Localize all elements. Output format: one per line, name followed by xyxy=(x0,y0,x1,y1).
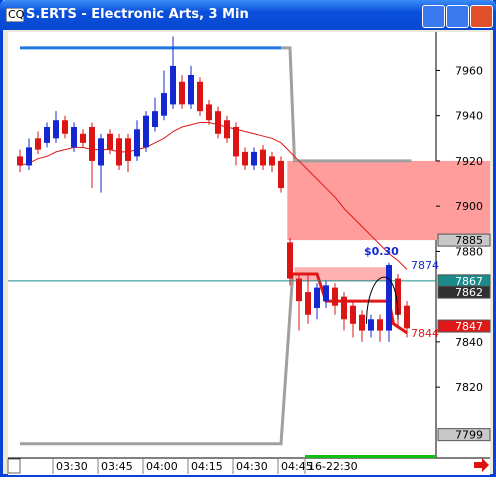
candle-body xyxy=(80,133,86,143)
value-note: 7874 xyxy=(411,259,439,272)
candle-body xyxy=(206,104,212,121)
candle-body xyxy=(197,81,203,112)
close-button[interactable] xyxy=(470,5,493,28)
candle-body xyxy=(89,127,95,161)
candle-body xyxy=(269,156,275,166)
y-tick-label: 7960 xyxy=(455,64,483,77)
overlay-line xyxy=(292,272,408,335)
candle-body xyxy=(395,278,401,315)
x-tick-label: 03:45 xyxy=(101,460,133,473)
candle-body xyxy=(296,278,302,302)
candle-body xyxy=(404,305,410,329)
candle-body xyxy=(224,120,230,139)
price-box xyxy=(437,428,491,442)
y-tick-label: 7900 xyxy=(455,200,483,213)
price-label: 7867 xyxy=(455,275,483,288)
y-tick-label: 7840 xyxy=(455,336,483,349)
maximize-button[interactable] xyxy=(446,5,469,28)
session-bar xyxy=(305,455,436,458)
price-label: 7885 xyxy=(455,234,483,247)
candle-body xyxy=(152,111,158,128)
candle-body xyxy=(260,149,266,166)
price-box xyxy=(437,233,491,247)
candle-body xyxy=(170,65,176,105)
scroll-arrow[interactable] xyxy=(474,458,489,472)
price-label: 7799 xyxy=(455,429,483,442)
candle-body xyxy=(26,147,32,166)
x-tick-label: 04:00 xyxy=(146,460,178,473)
title-bar: CQG S.ERTS - Electronic Arts, 3 Min xyxy=(0,0,496,30)
candle-body xyxy=(377,319,383,331)
overlay-line xyxy=(20,273,295,446)
price-label: 7847 xyxy=(455,320,483,333)
price-label: 7862 xyxy=(455,286,483,299)
svg-text:CQG: CQG xyxy=(8,8,24,21)
candle-body xyxy=(35,138,41,150)
overlay-line xyxy=(281,46,412,163)
plot-background xyxy=(8,32,490,475)
x-tick-label: 04:30 xyxy=(236,460,268,473)
x-tick-label: 16-22:30 xyxy=(308,460,358,473)
candle-body xyxy=(188,74,194,105)
y-tick-label: 7940 xyxy=(455,110,483,123)
note-arc xyxy=(366,276,399,324)
candle-body xyxy=(125,138,131,161)
candle-body xyxy=(44,127,50,143)
candle-body xyxy=(278,160,284,189)
x-tick-label: 04:15 xyxy=(191,460,223,473)
candle-body xyxy=(359,314,365,331)
candle-body xyxy=(251,151,257,166)
app-icon: CQG xyxy=(6,8,24,22)
candle-body xyxy=(161,93,167,116)
candle-body xyxy=(305,292,311,315)
minimize-button[interactable] xyxy=(422,5,445,28)
price-box xyxy=(437,319,491,333)
candle-body xyxy=(71,127,77,148)
scroll-box[interactable] xyxy=(7,458,21,474)
candle-body xyxy=(107,133,113,150)
candle-body xyxy=(368,319,374,331)
y-tick-label: 7820 xyxy=(455,381,483,394)
candle-body xyxy=(215,111,221,134)
window-title: S.ERTS - Electronic Arts, 3 Min xyxy=(26,7,249,22)
value-note: 7844 xyxy=(411,327,439,340)
price-box xyxy=(437,285,491,299)
y-tick-label: 7920 xyxy=(455,155,483,168)
zone xyxy=(287,160,490,241)
candle-body xyxy=(98,138,104,166)
candle-body xyxy=(386,264,392,331)
candle-body xyxy=(233,127,239,157)
candle-body xyxy=(53,120,59,139)
candle-body xyxy=(323,285,329,302)
candle-body xyxy=(62,120,68,134)
candle-body xyxy=(134,129,140,157)
x-tick-label: 03:30 xyxy=(56,460,88,473)
moving-average xyxy=(19,121,408,270)
candle-body xyxy=(332,287,338,306)
candle-body xyxy=(116,138,122,166)
candle-body xyxy=(179,81,185,105)
candle-body xyxy=(17,156,23,166)
candle-body xyxy=(287,242,293,279)
note: $0.30 xyxy=(364,245,399,258)
candle-body xyxy=(242,151,248,166)
candle-body xyxy=(350,305,356,324)
candle-body xyxy=(143,115,149,148)
candle-body xyxy=(341,296,347,320)
candle-body xyxy=(314,287,320,308)
y-tick-label: 7880 xyxy=(455,245,483,258)
